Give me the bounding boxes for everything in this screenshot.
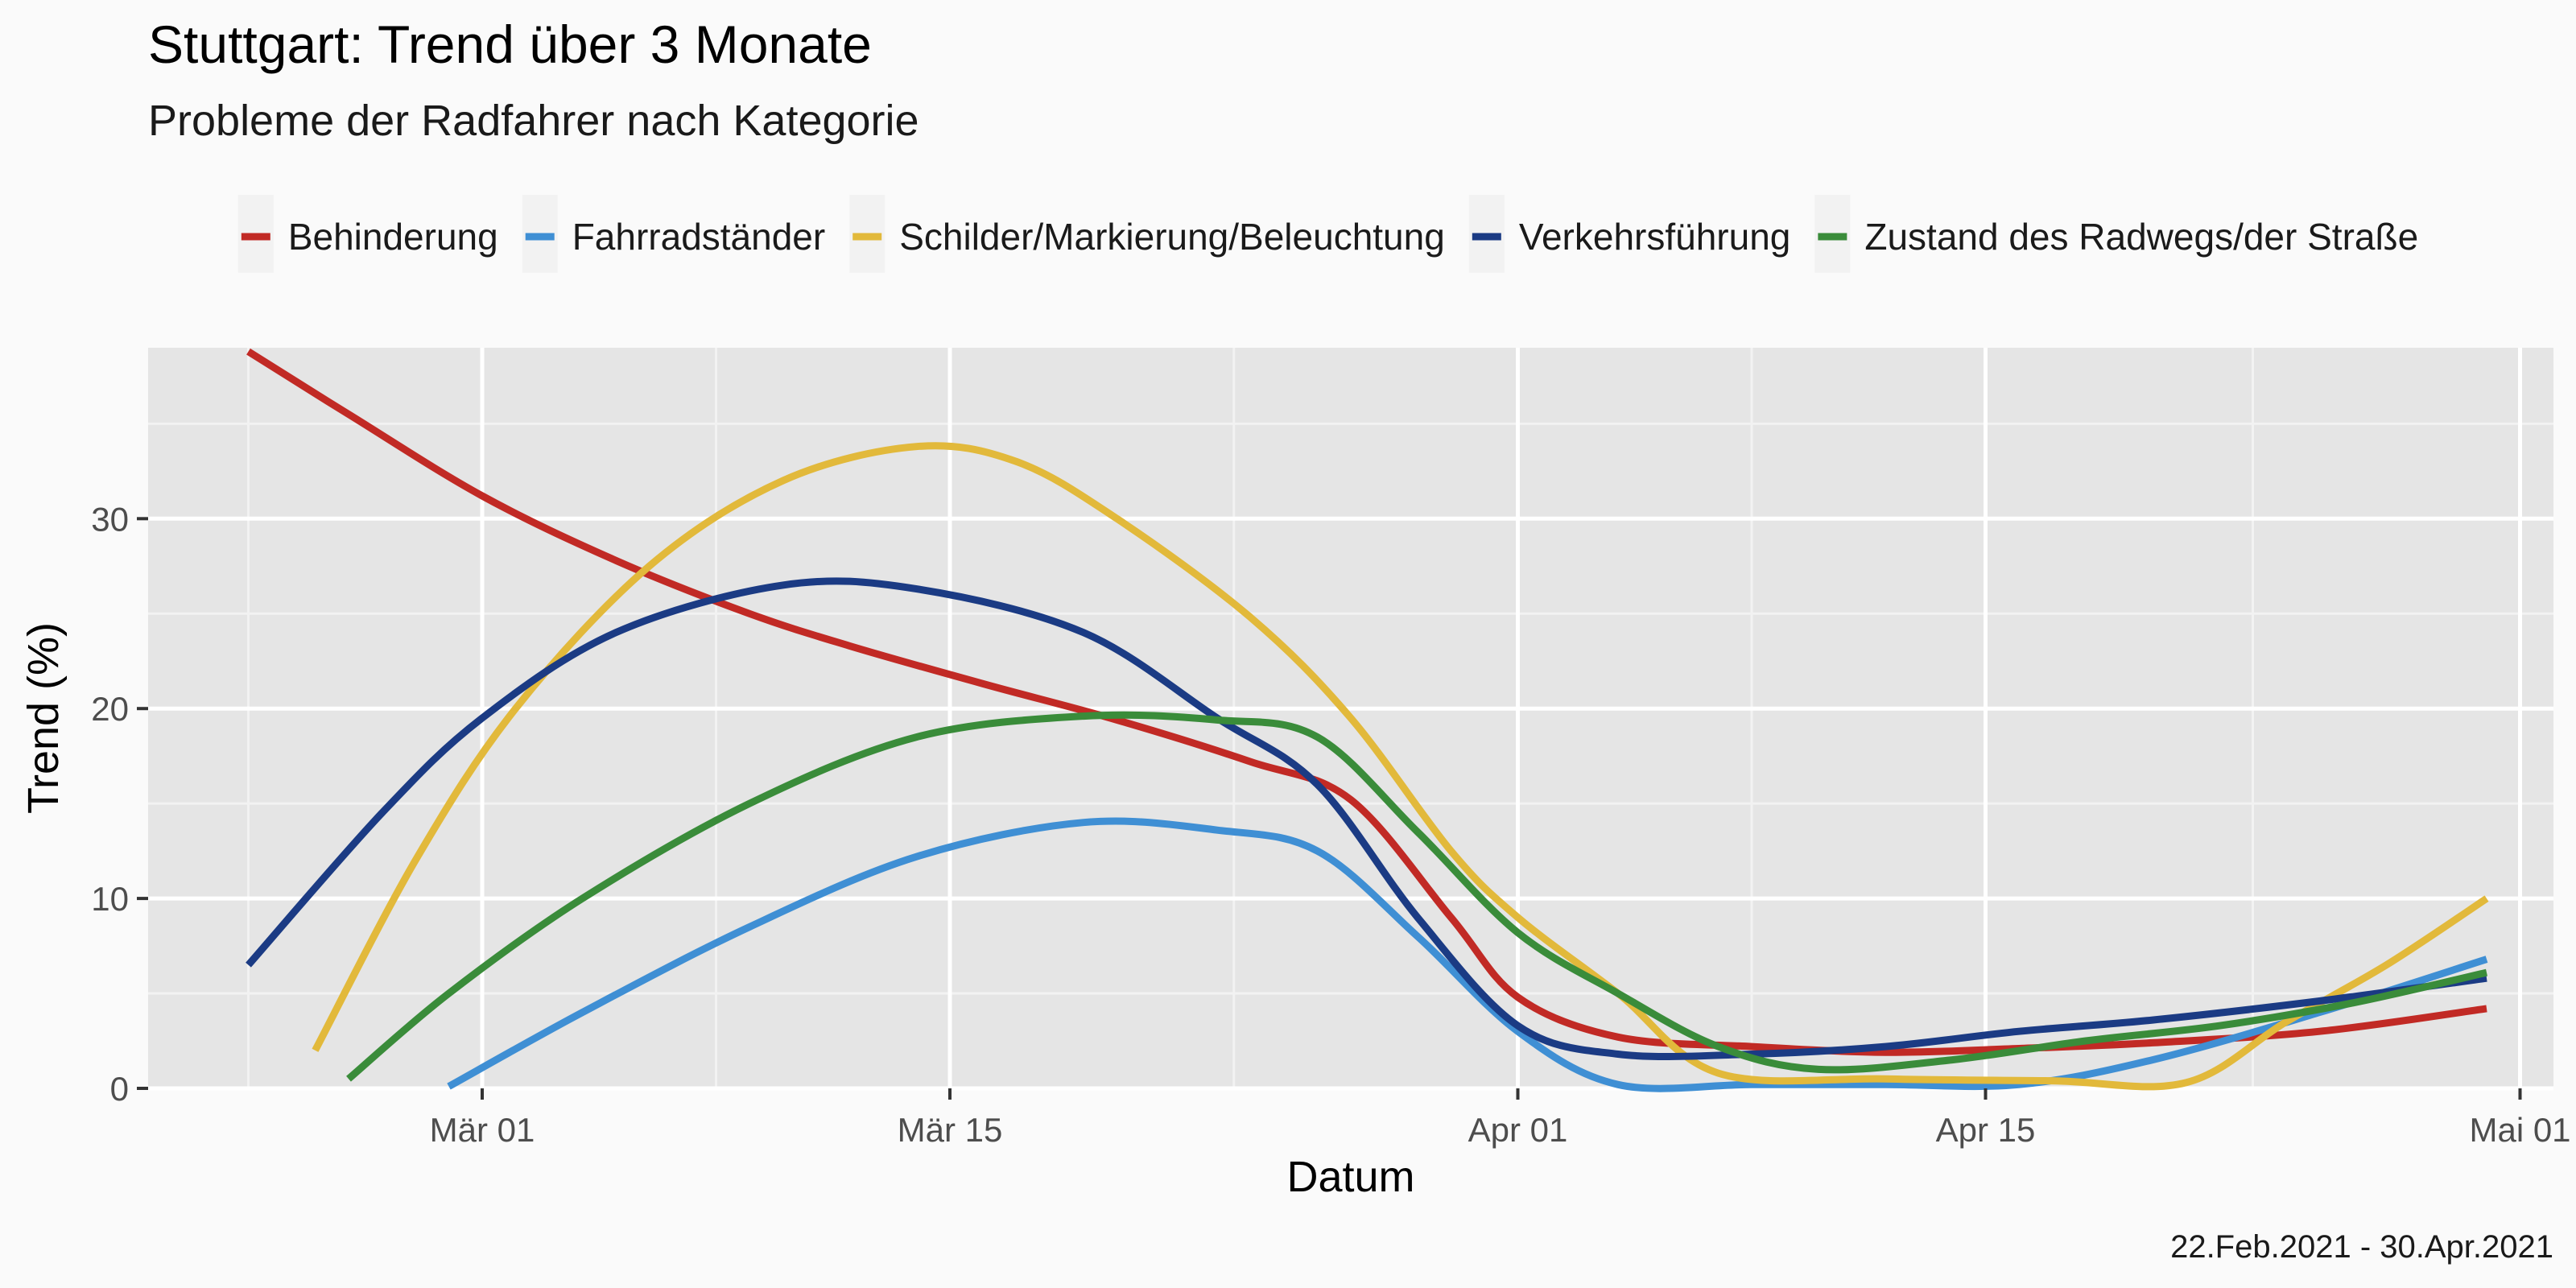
series-line-verkehrsfuhrung <box>246 577 2487 1061</box>
y-axis-title: Trend (%) <box>19 622 68 814</box>
series-line-schilder-markierung-beleuchtung <box>312 442 2489 1091</box>
x-tick-label: Mär 15 <box>898 1111 1003 1149</box>
legend-item-zustand-des-radwegs-der-strasse: Zustand des Radwegs/der Straße <box>1814 195 2418 273</box>
legend-label: Schilder/Markierung/Beleuchtung <box>899 216 1445 258</box>
legend-item-schilder-markierung-beleuchtung: Schilder/Markierung/Beleuchtung <box>849 195 1445 273</box>
series-lines <box>246 348 2489 1092</box>
x-tick-label: Apr 01 <box>1468 1111 1568 1149</box>
legend: Behinderung Fahrradständer Schilder/Markie… <box>237 195 2418 273</box>
legend-label: Verkehrsführung <box>1519 216 1791 258</box>
y-tick-label: 20 <box>91 690 129 728</box>
x-tick-label: Apr 15 <box>1936 1111 2036 1149</box>
x-axis-title: Datum <box>1286 1153 1414 1201</box>
legend-label: Behinderung <box>288 216 498 258</box>
legend-item-behinderung: Behinderung <box>237 195 498 273</box>
legend-label: Fahrradständer <box>572 216 826 258</box>
chart-title: Stuttgart: Trend über 3 Monate <box>148 14 872 74</box>
date-range-caption: 22.Feb.2021 - 30.Apr.2021 <box>2170 1229 2553 1265</box>
y-axis: 0 10 20 30 <box>91 500 148 1108</box>
legend-item-verkehrsfuhrung: Verkehrsführung <box>1468 195 1791 273</box>
x-tick-label: Mär 01 <box>430 1111 535 1149</box>
x-tick-label: Mai 01 <box>2469 1111 2570 1149</box>
legend-label: Zustand des Radwegs/der Straße <box>1864 216 2418 258</box>
chart-subtitle: Probleme der Radfahrer nach Kategorie <box>148 97 919 145</box>
y-tick-label: 0 <box>110 1070 129 1108</box>
legend-item-fahrradstander: Fahrradständer <box>522 195 826 273</box>
y-tick-label: 10 <box>91 880 129 918</box>
x-axis: Mär 01 Mär 15 Apr 01 Apr 15 Mai 01 <box>430 1088 2571 1149</box>
series-line-zustand-des-radwegs-der-strasse <box>346 711 2487 1082</box>
series-line-fahrradstander <box>447 817 2488 1092</box>
y-tick-label: 30 <box>91 500 129 538</box>
